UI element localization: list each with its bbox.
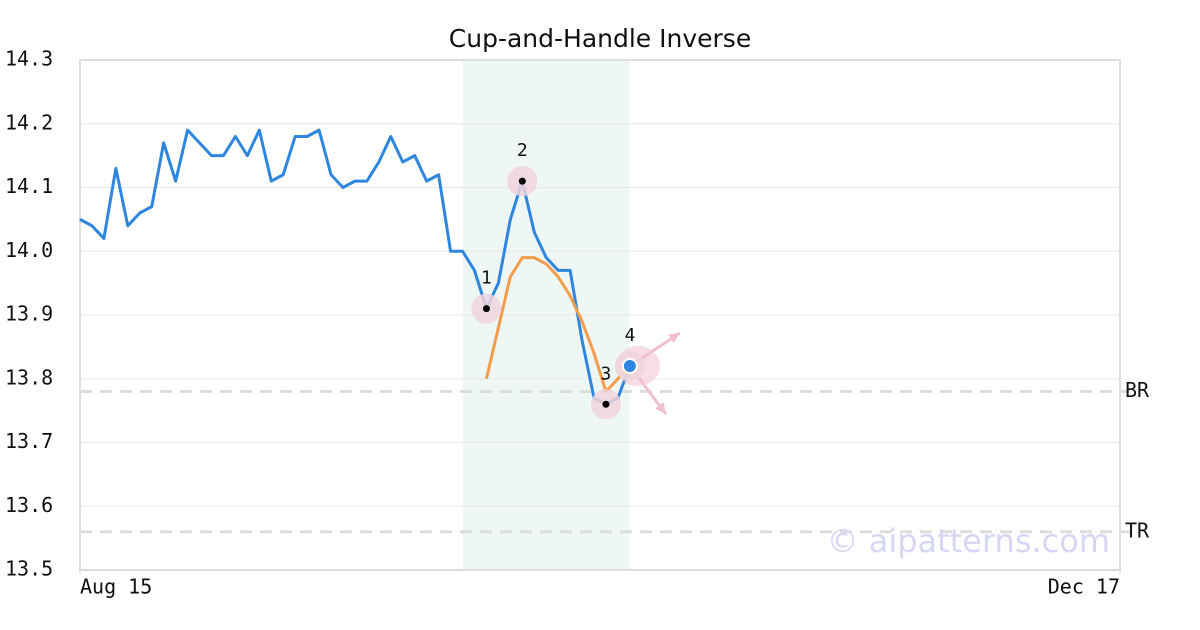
y-tick-label: 13.9	[5, 302, 53, 326]
y-tick-label: 13.6	[5, 493, 53, 517]
y-tick-label: 14.0	[5, 238, 53, 262]
point-label: 3	[601, 363, 612, 384]
arrow-head	[667, 333, 680, 344]
pivot-point	[518, 177, 526, 185]
x-tick-label: Aug 15	[80, 575, 152, 599]
x-tick-label: Dec 17	[1048, 575, 1120, 599]
pivot-point	[482, 305, 490, 313]
reference-label: BR	[1125, 378, 1150, 402]
y-tick-label: 14.1	[5, 174, 53, 198]
y-tick-label: 14.2	[5, 110, 53, 134]
watermark: © aipatterns.com	[827, 522, 1110, 560]
plot-frame	[79, 59, 1121, 571]
pivot-point	[621, 358, 638, 374]
arrow-head	[655, 402, 666, 414]
y-tick-label: 13.8	[5, 365, 53, 389]
chart-title: Cup-and-Handle Inverse	[449, 24, 751, 53]
point-label: 1	[481, 268, 492, 289]
y-tick-label: 13.5	[5, 557, 53, 581]
y-tick-label: 13.7	[5, 429, 53, 453]
reference-label: TR	[1125, 518, 1150, 542]
y-tick-label: 14.3	[5, 47, 53, 71]
point-label: 2	[517, 140, 528, 161]
series-line	[79, 128, 632, 406]
point-label: 4	[624, 325, 635, 346]
pivot-point	[602, 400, 610, 408]
